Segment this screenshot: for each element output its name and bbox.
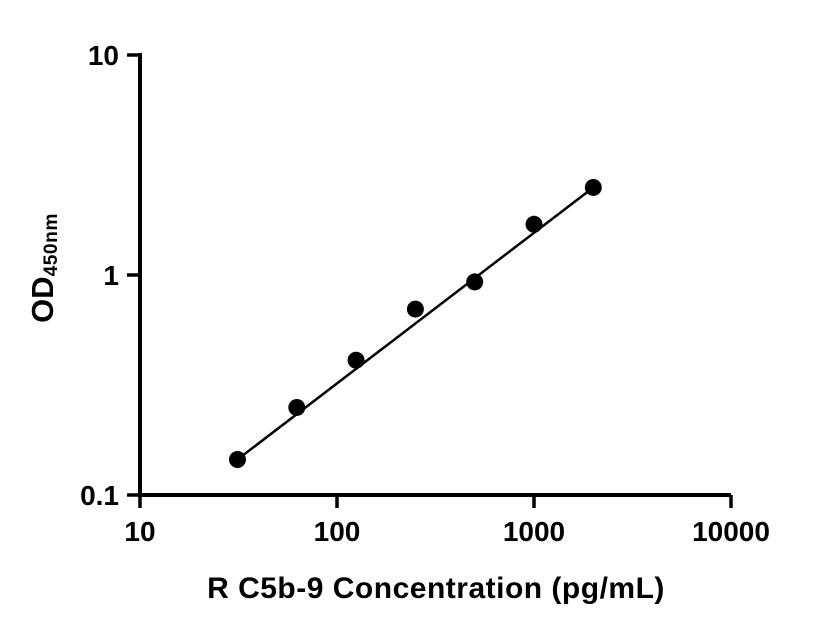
x-tick-label: 1000 [503, 516, 565, 547]
data-point [347, 351, 365, 369]
y-tick-label: 0.1 [80, 480, 119, 511]
y-tick-label: 1 [103, 260, 119, 291]
x-tick-label: 100 [314, 516, 361, 547]
x-tick-label: 10000 [692, 516, 770, 547]
data-point [584, 178, 602, 196]
x-tick-label: 10 [124, 516, 155, 547]
data-point [525, 215, 543, 233]
data-point [288, 398, 306, 416]
axes-frame [138, 53, 731, 497]
y-tick-label: 10 [88, 40, 119, 71]
y-axis-title: OD450nm [25, 213, 63, 323]
y-axis-title-sub: 450nm [41, 213, 63, 277]
data-point [466, 273, 484, 291]
y-axis-title-main: OD [24, 276, 60, 323]
data-point [406, 300, 424, 318]
x-axis-title: R C5b-9 Concentration (pg/mL) [207, 572, 665, 605]
data-point [228, 450, 246, 468]
